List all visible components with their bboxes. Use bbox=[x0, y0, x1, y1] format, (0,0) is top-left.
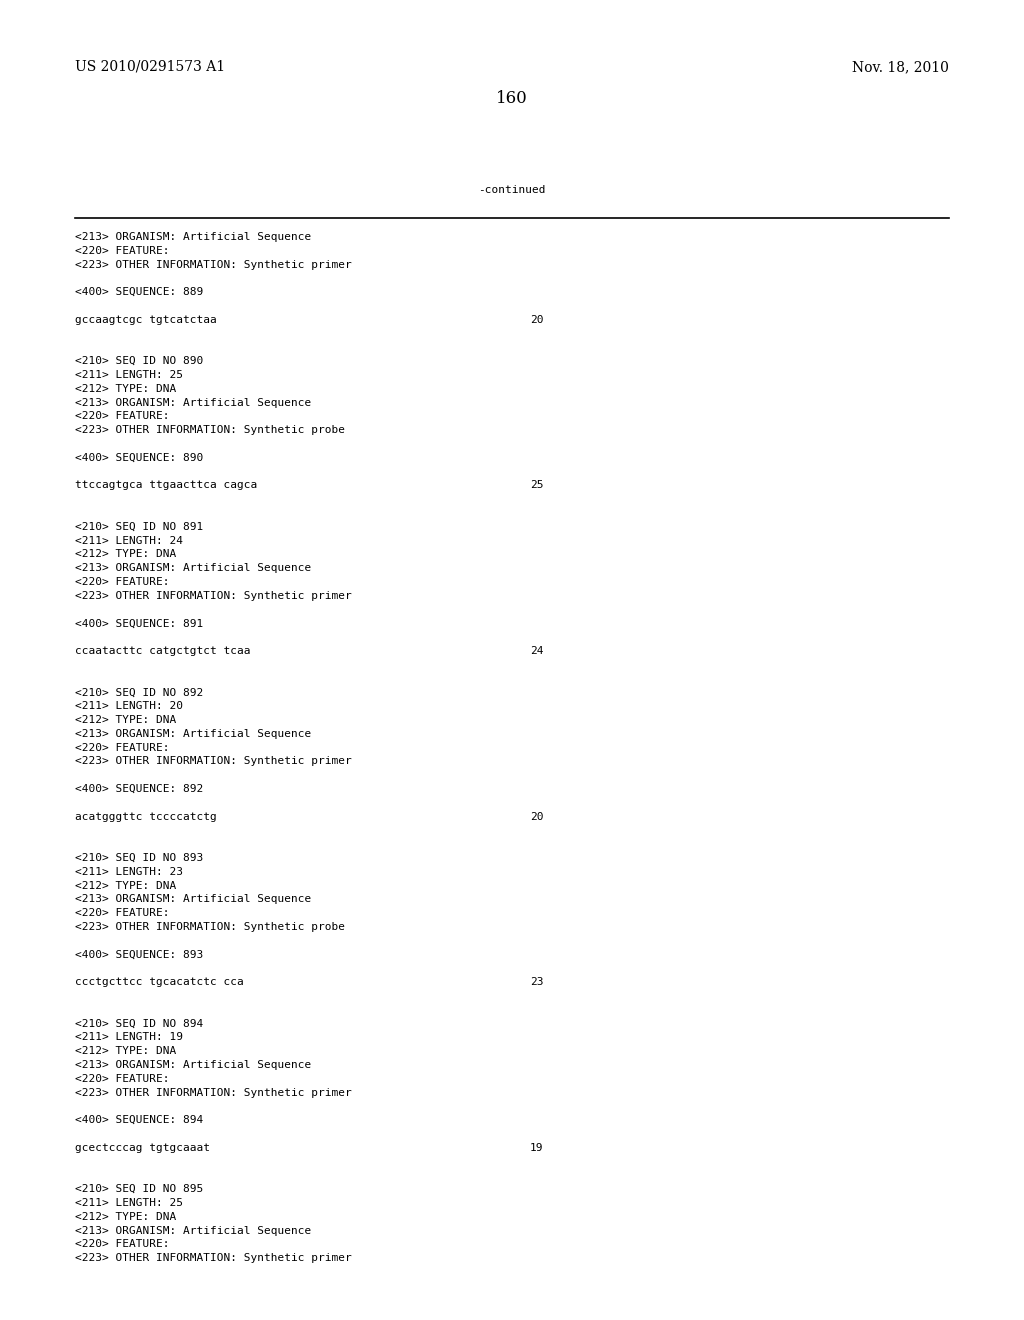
Text: <210> SEQ ID NO 891: <210> SEQ ID NO 891 bbox=[75, 521, 203, 532]
Text: <211> LENGTH: 25: <211> LENGTH: 25 bbox=[75, 1199, 183, 1208]
Text: <220> FEATURE:: <220> FEATURE: bbox=[75, 1073, 170, 1084]
Text: <212> TYPE: DNA: <212> TYPE: DNA bbox=[75, 715, 176, 725]
Text: gcectcccag tgtgcaaat: gcectcccag tgtgcaaat bbox=[75, 1143, 210, 1152]
Text: <213> ORGANISM: Artificial Sequence: <213> ORGANISM: Artificial Sequence bbox=[75, 1225, 311, 1236]
Text: -continued: -continued bbox=[478, 185, 546, 195]
Text: <212> TYPE: DNA: <212> TYPE: DNA bbox=[75, 880, 176, 891]
Text: <223> OTHER INFORMATION: Synthetic probe: <223> OTHER INFORMATION: Synthetic probe bbox=[75, 425, 345, 436]
Text: <400> SEQUENCE: 892: <400> SEQUENCE: 892 bbox=[75, 784, 203, 795]
Text: <211> LENGTH: 24: <211> LENGTH: 24 bbox=[75, 536, 183, 545]
Text: <212> TYPE: DNA: <212> TYPE: DNA bbox=[75, 1047, 176, 1056]
Text: <213> ORGANISM: Artificial Sequence: <213> ORGANISM: Artificial Sequence bbox=[75, 895, 311, 904]
Text: <210> SEQ ID NO 892: <210> SEQ ID NO 892 bbox=[75, 688, 203, 697]
Text: <223> OTHER INFORMATION: Synthetic primer: <223> OTHER INFORMATION: Synthetic prime… bbox=[75, 756, 352, 767]
Text: <220> FEATURE:: <220> FEATURE: bbox=[75, 577, 170, 587]
Text: <400> SEQUENCE: 890: <400> SEQUENCE: 890 bbox=[75, 453, 203, 463]
Text: <213> ORGANISM: Artificial Sequence: <213> ORGANISM: Artificial Sequence bbox=[75, 564, 311, 573]
Text: <211> LENGTH: 25: <211> LENGTH: 25 bbox=[75, 370, 183, 380]
Text: <400> SEQUENCE: 889: <400> SEQUENCE: 889 bbox=[75, 288, 203, 297]
Text: <212> TYPE: DNA: <212> TYPE: DNA bbox=[75, 384, 176, 393]
Text: <220> FEATURE:: <220> FEATURE: bbox=[75, 246, 170, 256]
Text: <210> SEQ ID NO 890: <210> SEQ ID NO 890 bbox=[75, 356, 203, 366]
Text: <220> FEATURE:: <220> FEATURE: bbox=[75, 412, 170, 421]
Text: <223> OTHER INFORMATION: Synthetic primer: <223> OTHER INFORMATION: Synthetic prime… bbox=[75, 591, 352, 601]
Text: <223> OTHER INFORMATION: Synthetic primer: <223> OTHER INFORMATION: Synthetic prime… bbox=[75, 1088, 352, 1098]
Text: US 2010/0291573 A1: US 2010/0291573 A1 bbox=[75, 59, 225, 74]
Text: 23: 23 bbox=[530, 977, 544, 987]
Text: <400> SEQUENCE: 891: <400> SEQUENCE: 891 bbox=[75, 618, 203, 628]
Text: <213> ORGANISM: Artificial Sequence: <213> ORGANISM: Artificial Sequence bbox=[75, 729, 311, 739]
Text: <213> ORGANISM: Artificial Sequence: <213> ORGANISM: Artificial Sequence bbox=[75, 232, 311, 242]
Text: ttccagtgca ttgaacttca cagca: ttccagtgca ttgaacttca cagca bbox=[75, 480, 257, 491]
Text: <211> LENGTH: 20: <211> LENGTH: 20 bbox=[75, 701, 183, 711]
Text: <210> SEQ ID NO 895: <210> SEQ ID NO 895 bbox=[75, 1184, 203, 1195]
Text: gccaagtcgc tgtcatctaa: gccaagtcgc tgtcatctaa bbox=[75, 314, 217, 325]
Text: <213> ORGANISM: Artificial Sequence: <213> ORGANISM: Artificial Sequence bbox=[75, 397, 311, 408]
Text: 19: 19 bbox=[530, 1143, 544, 1152]
Text: <223> OTHER INFORMATION: Synthetic primer: <223> OTHER INFORMATION: Synthetic prime… bbox=[75, 260, 352, 269]
Text: <220> FEATURE:: <220> FEATURE: bbox=[75, 743, 170, 752]
Text: acatgggttc tccccatctg: acatgggttc tccccatctg bbox=[75, 812, 217, 821]
Text: 24: 24 bbox=[530, 645, 544, 656]
Text: 20: 20 bbox=[530, 314, 544, 325]
Text: ccaatacttc catgctgtct tcaa: ccaatacttc catgctgtct tcaa bbox=[75, 645, 251, 656]
Text: 25: 25 bbox=[530, 480, 544, 491]
Text: <210> SEQ ID NO 894: <210> SEQ ID NO 894 bbox=[75, 1019, 203, 1028]
Text: ccctgcttcc tgcacatctc cca: ccctgcttcc tgcacatctc cca bbox=[75, 977, 244, 987]
Text: <210> SEQ ID NO 893: <210> SEQ ID NO 893 bbox=[75, 853, 203, 863]
Text: <211> LENGTH: 19: <211> LENGTH: 19 bbox=[75, 1032, 183, 1043]
Text: 20: 20 bbox=[530, 812, 544, 821]
Text: <220> FEATURE:: <220> FEATURE: bbox=[75, 908, 170, 919]
Text: <223> OTHER INFORMATION: Synthetic probe: <223> OTHER INFORMATION: Synthetic probe bbox=[75, 921, 345, 932]
Text: <212> TYPE: DNA: <212> TYPE: DNA bbox=[75, 1212, 176, 1222]
Text: <400> SEQUENCE: 893: <400> SEQUENCE: 893 bbox=[75, 949, 203, 960]
Text: <223> OTHER INFORMATION: Synthetic primer: <223> OTHER INFORMATION: Synthetic prime… bbox=[75, 1253, 352, 1263]
Text: 160: 160 bbox=[496, 90, 528, 107]
Text: <213> ORGANISM: Artificial Sequence: <213> ORGANISM: Artificial Sequence bbox=[75, 1060, 311, 1071]
Text: <212> TYPE: DNA: <212> TYPE: DNA bbox=[75, 549, 176, 560]
Text: Nov. 18, 2010: Nov. 18, 2010 bbox=[852, 59, 949, 74]
Text: <220> FEATURE:: <220> FEATURE: bbox=[75, 1239, 170, 1250]
Text: <400> SEQUENCE: 894: <400> SEQUENCE: 894 bbox=[75, 1115, 203, 1125]
Text: <211> LENGTH: 23: <211> LENGTH: 23 bbox=[75, 867, 183, 876]
